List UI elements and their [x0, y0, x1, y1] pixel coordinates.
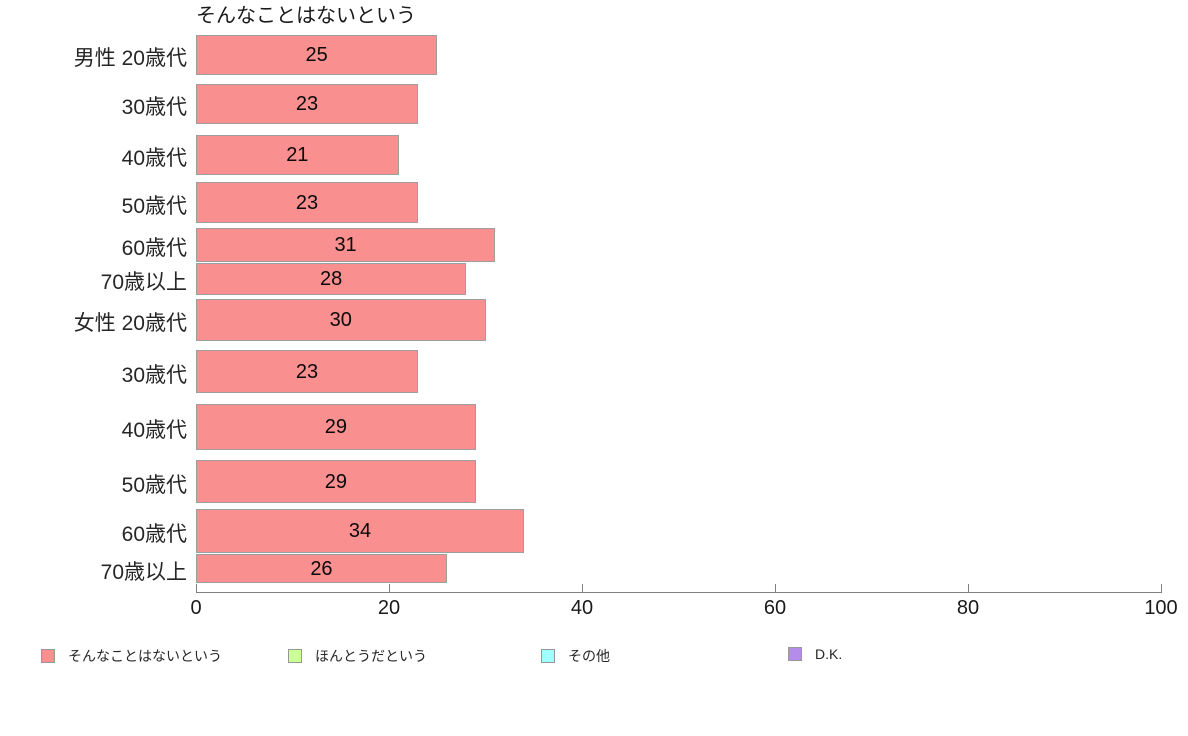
category-label: 70歳以上: [100, 560, 187, 584]
category-label: 60歳代: [121, 237, 187, 260]
bar-value-label: 29: [324, 416, 348, 438]
category-label: 40歳代: [121, 147, 187, 170]
bar-value-label: 23: [295, 191, 319, 214]
bar-value-label: 23: [295, 360, 319, 383]
chart-title: そんなことはないという: [196, 5, 416, 27]
x-axis-tick: [389, 584, 390, 592]
bar: 30: [196, 299, 486, 341]
bar: 25: [196, 35, 438, 75]
x-axis-tick: [196, 584, 197, 592]
x-axis-tick-label: 60: [763, 597, 787, 619]
bar: 26: [196, 554, 447, 583]
category-label: 30歳代: [121, 96, 187, 119]
legend-item: そんなことはないという: [41, 646, 222, 666]
x-axis-tick: [582, 584, 583, 592]
bar-value-label: 28: [319, 268, 343, 290]
legend-item: ほんとうだという: [288, 646, 427, 666]
x-axis-tick: [968, 584, 969, 592]
x-axis-tick-label: 40: [570, 597, 594, 619]
bar: 34: [196, 509, 525, 553]
x-axis-tick-label: 80: [956, 597, 980, 619]
legend-swatch: [41, 649, 55, 663]
bar: 29: [196, 404, 476, 450]
x-axis-tick-label: 20: [377, 597, 401, 619]
legend-item: D.K.: [788, 646, 842, 662]
legend-label: その他: [568, 648, 610, 664]
category-label: 女性 20歳代: [73, 312, 187, 335]
category-label: 60歳代: [121, 523, 187, 546]
x-axis-tick: [1161, 584, 1162, 592]
bar: 31: [196, 228, 496, 262]
legend-swatch: [288, 649, 302, 663]
category-label: 50歳代: [121, 473, 187, 497]
category-label: 40歳代: [121, 419, 187, 442]
bar: 23: [196, 350, 418, 393]
bar: 21: [196, 135, 399, 175]
legend-label: D.K.: [815, 646, 843, 662]
category-label: 50歳代: [121, 194, 187, 218]
x-axis-tick-label: 0: [190, 597, 202, 619]
x-axis-line: [196, 592, 1162, 593]
category-label: 男性 20歳代: [73, 47, 187, 70]
bar-value-label: 23: [295, 93, 319, 115]
bar-value-label: 29: [324, 470, 348, 493]
bar-value-label: 25: [305, 44, 328, 66]
category-label: 30歳代: [121, 363, 187, 387]
bar-value-label: 30: [329, 309, 352, 331]
category-label: 70歳以上: [100, 271, 187, 294]
legend-swatch: [788, 647, 802, 661]
bar-value-label: 31: [334, 234, 357, 256]
bar: 29: [196, 460, 476, 503]
x-axis-tick: [775, 584, 776, 592]
legend-label: ほんとうだという: [315, 648, 427, 664]
bar-value-label: 26: [310, 557, 333, 580]
bar-value-label: 21: [286, 144, 309, 166]
bar-value-label: 34: [348, 520, 372, 542]
bar: 23: [196, 84, 418, 124]
legend-swatch: [541, 649, 555, 663]
bar: 28: [196, 263, 467, 295]
legend-item: その他: [541, 646, 610, 666]
legend-label: そんなことはないという: [68, 648, 222, 664]
x-axis-tick-label: 100: [1144, 597, 1178, 619]
bar: 23: [196, 182, 418, 223]
